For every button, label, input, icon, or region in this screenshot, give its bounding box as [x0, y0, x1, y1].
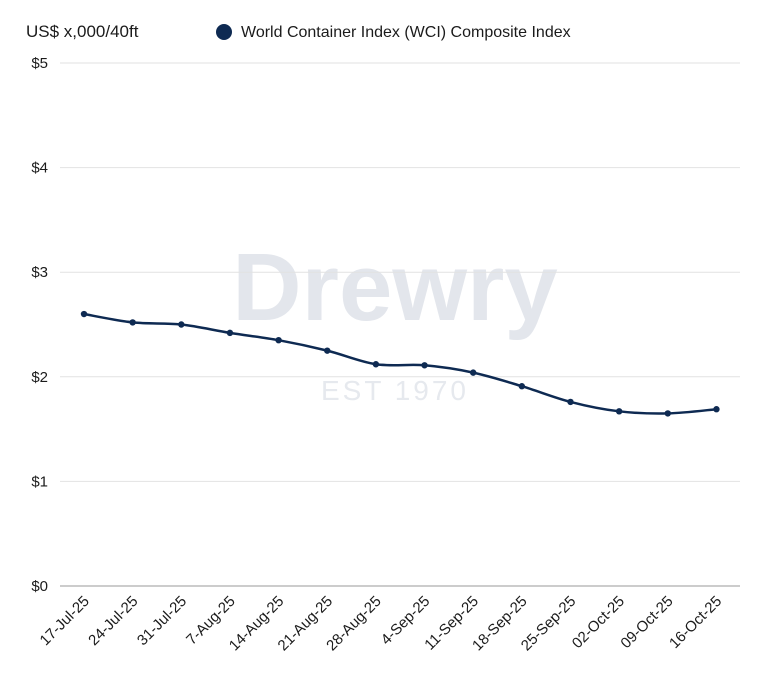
x-tick-label: 16-Oct-25: [666, 593, 725, 652]
data-point: [567, 398, 574, 406]
y-tick-label: $0: [31, 578, 48, 595]
data-point: [275, 336, 282, 344]
data-point: [372, 361, 380, 368]
data-point: [226, 329, 234, 337]
series-line: [83, 312, 717, 415]
x-axis-ticks: 17-Jul-2524-Jul-2531-Jul-257-Aug-2514-Au…: [37, 593, 726, 655]
watermark-tagline: EST 1970: [321, 375, 469, 406]
data-point: [713, 406, 720, 413]
x-tick-label: 17-Jul-25: [37, 593, 93, 649]
data-point: [324, 347, 331, 354]
x-tick-label: 24-Jul-25: [85, 593, 141, 649]
x-tick-label: 02-Oct-25: [569, 593, 628, 652]
y-tick-label: $1: [31, 473, 48, 490]
x-tick-label: 09-Oct-25: [617, 593, 676, 652]
y-tick-label: $5: [31, 55, 48, 72]
data-point: [178, 321, 185, 328]
y-axis-ticks: $0 $1 $2 $3 $4 $5: [31, 55, 48, 595]
y-axis-label: US$ x,000/40ft: [26, 22, 139, 41]
grid: [60, 62, 740, 587]
y-tick-label: $3: [31, 264, 48, 281]
data-point: [80, 310, 88, 318]
data-point: [421, 362, 428, 369]
y-tick-label: $2: [31, 369, 48, 386]
legend: World Container Index (WCI) Composite In…: [216, 24, 571, 41]
series-points: [80, 310, 720, 417]
series-lines: [83, 312, 717, 415]
y-tick-label: $4: [31, 160, 48, 177]
data-point: [129, 319, 136, 326]
data-point: [518, 383, 526, 390]
data-point: [664, 410, 671, 417]
legend-swatch: [216, 24, 232, 40]
watermark-brand: Drewry: [232, 234, 558, 341]
watermark: Drewry EST 1970: [232, 234, 558, 406]
data-point: [615, 408, 623, 415]
legend-label: World Container Index (WCI) Composite In…: [241, 24, 571, 41]
data-point: [470, 369, 477, 376]
x-tick-label: 31-Jul-25: [134, 593, 190, 649]
